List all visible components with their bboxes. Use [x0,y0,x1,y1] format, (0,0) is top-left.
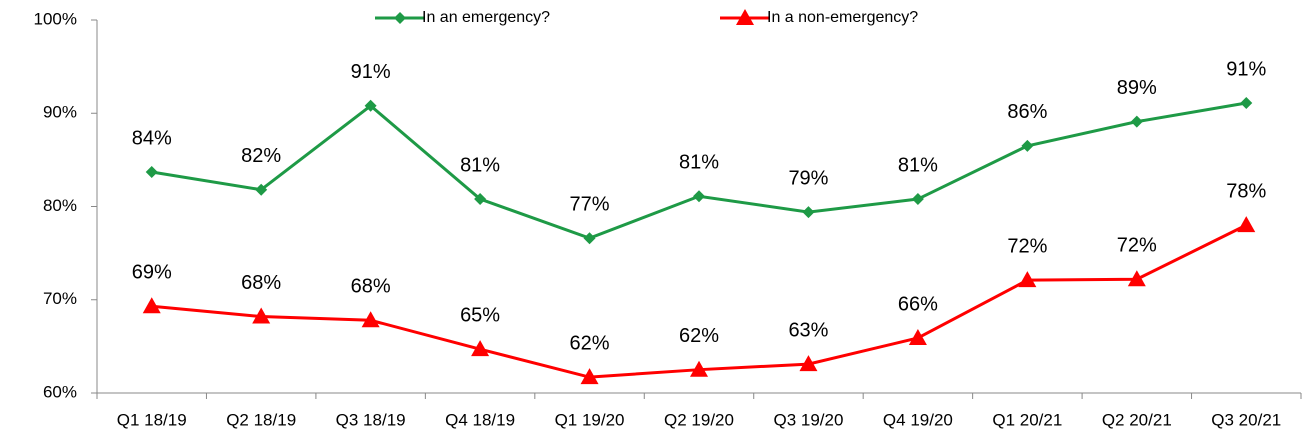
data-label: 81% [679,152,719,174]
marker [693,190,705,203]
x-tick-label: Q4 19/20 [883,410,953,429]
marker [690,360,708,377]
series-line [151,223,1247,379]
marker [799,355,818,372]
marker [1237,216,1256,233]
x-tick-label: Q1 19/20 [555,410,625,429]
x-tick-label: Q2 18/19 [226,410,296,429]
data-label: 91% [1226,58,1266,80]
data-label: 66% [898,293,938,315]
y-tick-label: 80% [43,196,77,215]
data-label: 91% [351,61,391,83]
marker [583,232,596,245]
x-tick-label: Q3 19/20 [773,410,843,429]
y-tick-label: 100% [34,9,77,28]
data-label: 63% [788,319,828,341]
x-tick-label: Q3 18/19 [336,410,406,429]
data-label: 79% [788,167,828,189]
x-tick-label: Q4 18/19 [445,410,515,429]
marker [474,193,487,206]
y-tick-label: 60% [43,382,77,401]
marker [471,340,490,357]
data-label: 65% [460,304,500,326]
marker [580,368,599,385]
data-label: 68% [351,276,391,298]
data-label: 81% [460,154,500,176]
x-tick-label: Q2 20/21 [1102,410,1172,429]
y-tick-label: 70% [43,289,77,308]
data-label: 62% [570,332,610,354]
x-tick-label: Q1 18/19 [117,410,187,429]
data-label: 68% [241,272,281,294]
y-tick-label: 90% [43,103,77,122]
marker [361,311,380,328]
marker [142,297,161,314]
data-label: 78% [1226,180,1266,202]
data-label: 89% [1117,77,1157,99]
marker [1240,96,1253,109]
marker [1018,271,1037,288]
data-label: 77% [570,193,610,215]
x-tick-label: Q2 19/20 [664,410,734,429]
data-label: 72% [1117,235,1157,257]
data-label: 86% [1007,101,1047,123]
data-label: 81% [898,154,938,176]
marker [255,183,268,196]
marker [1127,270,1146,287]
data-label: 69% [132,262,172,284]
data-label: 84% [132,127,172,149]
marker [1021,139,1034,152]
marker [736,9,754,25]
x-tick-label: Q3 20/21 [1211,410,1281,429]
x-tick-label: Q1 20/21 [992,410,1062,429]
marker [252,307,271,324]
marker [1130,115,1143,128]
marker [908,328,927,345]
marker [802,206,815,219]
data-label: 62% [679,325,719,347]
data-label: 72% [1007,235,1047,257]
marker [911,193,924,206]
data-label: 82% [241,145,281,167]
marker [364,99,377,112]
legend-label: In an emergency? [422,9,550,26]
marker [145,165,158,178]
marker [394,12,406,24]
legend-label: In a non-emergency? [767,9,918,26]
